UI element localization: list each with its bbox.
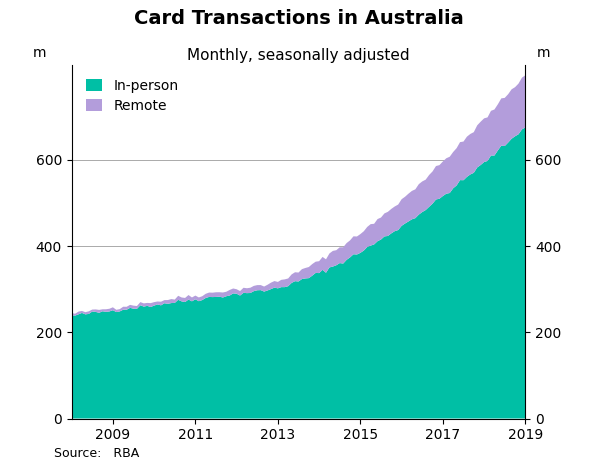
Text: m: m <box>537 46 550 60</box>
Legend: In-person, Remote: In-person, Remote <box>79 72 186 120</box>
Title: Monthly, seasonally adjusted: Monthly, seasonally adjusted <box>187 47 410 63</box>
Text: Source:   RBA: Source: RBA <box>54 447 139 460</box>
Text: m: m <box>33 46 46 60</box>
Text: Card Transactions in Australia: Card Transactions in Australia <box>134 9 463 28</box>
